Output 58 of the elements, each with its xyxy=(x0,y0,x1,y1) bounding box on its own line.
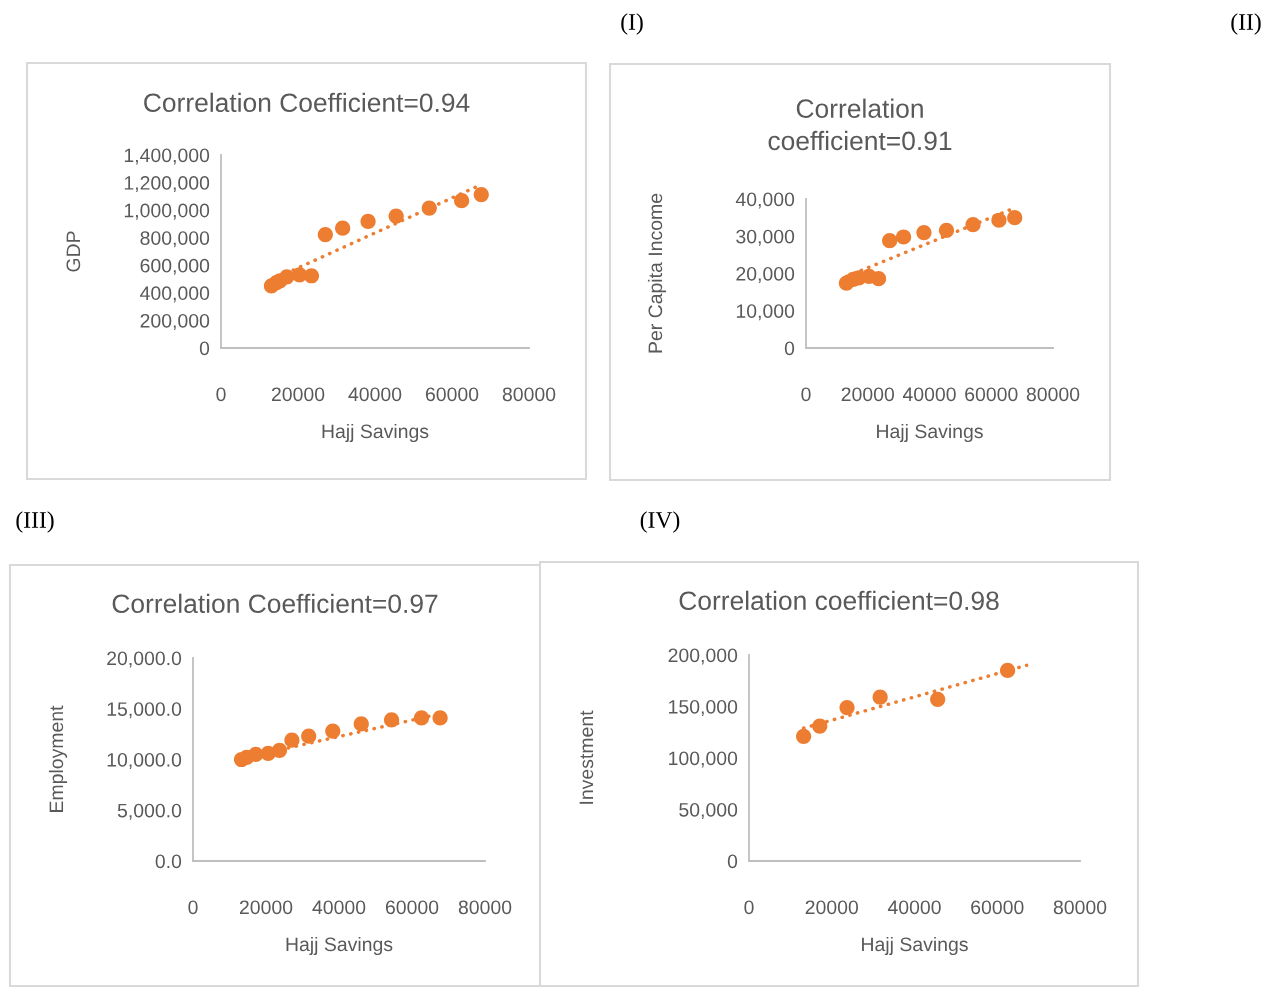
x-tick-label: 60000 xyxy=(971,900,1024,915)
x-tick-label: 20000 xyxy=(805,900,859,915)
y-axis-title: Per Capita Income xyxy=(647,193,667,353)
x-tick-label: 40000 xyxy=(348,387,402,402)
x-tick-label: 0 xyxy=(216,387,226,402)
text: (II) xyxy=(1231,13,1261,35)
x-tick-label: 20000 xyxy=(239,900,293,915)
chart-title: Correlation coefficient=0.98 xyxy=(679,590,999,611)
x-axis-title: Hajj Savings xyxy=(862,936,968,956)
y-tick-label: 150,000 xyxy=(669,699,738,717)
text: (I) xyxy=(621,13,643,35)
y-tick-label: 0 xyxy=(727,854,738,869)
x-tick-label: 80000 xyxy=(458,900,512,915)
x-tick-label: 60000 xyxy=(385,900,439,915)
x-axis-title: Hajj Savings xyxy=(322,423,429,443)
x-axis-title: Hajj Savings xyxy=(877,423,983,443)
x-tick-label: 40000 xyxy=(902,387,956,402)
y-tick-label: 20,000.0 xyxy=(107,651,182,668)
y-tick-label: 10,000.0 xyxy=(107,752,182,770)
y-axis-title: Investment xyxy=(579,710,594,804)
x-tick-label: 80000 xyxy=(1053,900,1107,915)
y-tick-label: 400,000 xyxy=(140,286,210,303)
x-tick-label: 0 xyxy=(801,387,811,402)
x-tick-label: 80000 xyxy=(502,387,556,402)
y-tick-label: 1,000,000 xyxy=(124,203,210,220)
text: (III) xyxy=(16,511,54,533)
x-tick-label: 0 xyxy=(188,900,198,915)
y-axis-title: Employment xyxy=(48,705,68,812)
y-tick-label: 10,000 xyxy=(736,304,795,321)
y-tick-label: 5,000.0 xyxy=(117,803,182,820)
y-tick-label: 0 xyxy=(784,341,795,356)
y-tick-label: 0.0 xyxy=(155,854,182,869)
y-tick-label: 100,000 xyxy=(669,751,738,768)
x-tick-label: 40000 xyxy=(312,900,366,915)
y-tick-label: 600,000 xyxy=(140,258,210,275)
y-tick-label: 15,000.0 xyxy=(107,702,182,719)
x-tick-label: 60000 xyxy=(965,387,1018,402)
x-tick-label: 40000 xyxy=(887,900,941,915)
x-tick-label: 20000 xyxy=(271,387,325,402)
y-tick-label: 40,000 xyxy=(735,192,795,209)
y-axis-title: GDP xyxy=(66,231,81,272)
x-tick-label: 20000 xyxy=(841,387,895,402)
chart-title: Correlation coefficient=0.91 xyxy=(768,98,952,151)
text: (IV) xyxy=(640,511,680,533)
x-tick-label: 60000 xyxy=(425,387,479,402)
y-tick-label: 200,000 xyxy=(140,313,210,330)
y-tick-label: 200,000 xyxy=(668,648,738,665)
x-axis-title: Hajj Savings xyxy=(286,936,393,956)
y-tick-label: 1,400,000 xyxy=(124,148,210,165)
y-tick-label: 50,000 xyxy=(679,802,738,820)
y-tick-label: 20,000 xyxy=(736,266,795,284)
chart-title: Correlation Coefficient=0.94 xyxy=(144,92,470,113)
x-tick-label: 80000 xyxy=(1026,387,1080,402)
y-tick-label: 30,000 xyxy=(736,229,795,246)
y-tick-label: 0 xyxy=(199,341,210,356)
y-tick-label: 1,200,000 xyxy=(124,176,210,193)
chart-title: Correlation Coefficient=0.97 xyxy=(112,593,438,614)
y-tick-label: 800,000 xyxy=(140,231,210,248)
